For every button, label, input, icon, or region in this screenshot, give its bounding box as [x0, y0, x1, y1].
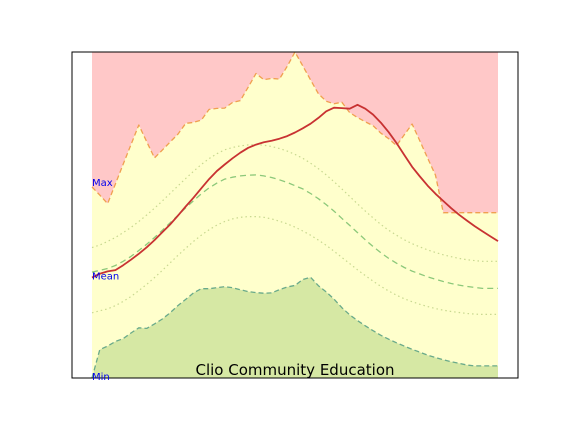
plot-area: [91, 51, 499, 379]
series-line-min: [91, 276, 498, 379]
below-min-area: [92, 277, 498, 378]
series-line-mean: [91, 174, 498, 290]
mean-band-label: Mean: [92, 271, 119, 282]
plot-frame: [71, 51, 519, 379]
normal-band-area: [92, 52, 498, 378]
max-band-label: Max: [92, 178, 113, 189]
chart-title: Clio Community Education: [195, 361, 394, 379]
series-line-mean-plus-std: [91, 144, 498, 262]
min-band-label: Min: [92, 372, 110, 383]
above-max-area: [92, 52, 498, 213]
series-line-current: [91, 103, 499, 279]
